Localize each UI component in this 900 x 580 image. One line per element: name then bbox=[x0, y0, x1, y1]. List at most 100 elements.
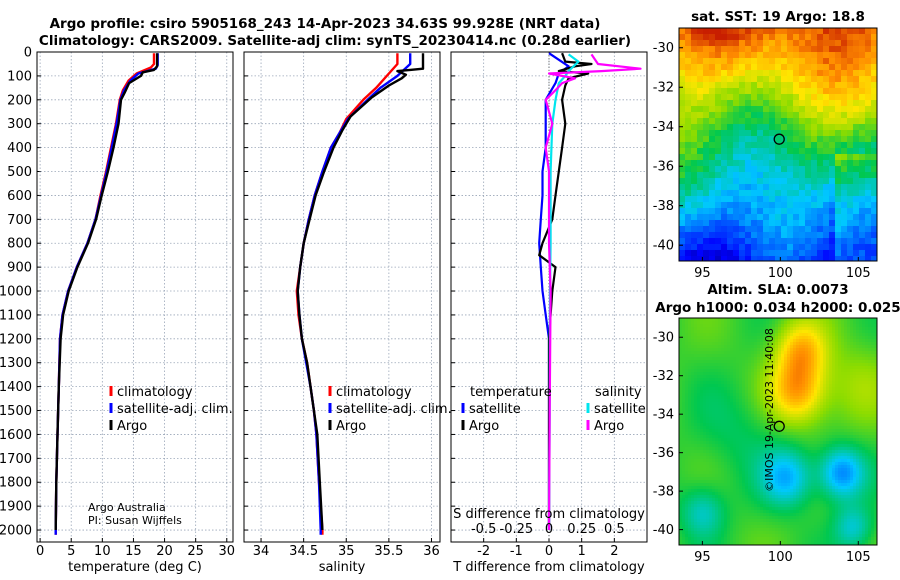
sla_map-heatmap-cell bbox=[703, 342, 707, 346]
sla_map-heatmap-cell bbox=[874, 366, 878, 370]
sst_map-heatmap-cell bbox=[775, 58, 782, 65]
sla_map-heatmap-cell bbox=[802, 342, 806, 346]
sla_map-heatmap-cell bbox=[787, 378, 791, 382]
sst_map-xtick-label: 100 bbox=[768, 266, 793, 281]
sla_map-heatmap-cell bbox=[763, 333, 767, 337]
sla_map-heatmap-cell bbox=[799, 378, 803, 382]
sla_map-heatmap-cell bbox=[679, 471, 683, 475]
sla_map-heatmap-cell bbox=[850, 444, 854, 448]
sla_map-heatmap-cell bbox=[829, 456, 833, 460]
sst_map-heatmap-cell bbox=[745, 130, 752, 137]
sst_map-heatmap-cell bbox=[841, 64, 848, 71]
sst_map-heatmap-cell bbox=[781, 190, 788, 197]
sla_map-heatmap-cell bbox=[799, 432, 803, 436]
sla_map-heatmap-cell bbox=[727, 387, 731, 391]
sla_map-heatmap-cell bbox=[826, 366, 830, 370]
sla_map-heatmap-cell bbox=[874, 384, 878, 388]
sst_map-heatmap-cell bbox=[733, 250, 740, 257]
sla_map-heatmap-cell bbox=[688, 423, 692, 427]
salinity-xtick-label: 35 bbox=[338, 544, 355, 559]
sla_map-heatmap-cell bbox=[871, 321, 875, 325]
sla_map-heatmap-cell bbox=[691, 420, 695, 424]
sst_map-heatmap-cell bbox=[847, 70, 854, 77]
sla_map-heatmap-cell bbox=[793, 351, 797, 355]
sla_map-heatmap-cell bbox=[835, 471, 839, 475]
sla_map-heatmap-cell bbox=[859, 468, 863, 472]
sla_map-heatmap-cell bbox=[748, 360, 752, 364]
sla_map-heatmap-cell bbox=[853, 426, 857, 430]
sla_map-heatmap-cell bbox=[874, 375, 878, 379]
sla_map-heatmap-cell bbox=[706, 324, 710, 328]
sla_map-heatmap-cell bbox=[790, 378, 794, 382]
sst_map-heatmap-cell bbox=[841, 256, 848, 262]
sla_map-heatmap-cell bbox=[829, 393, 833, 397]
sst_map-heatmap-cell bbox=[745, 178, 752, 185]
sla_map-heatmap-cell bbox=[736, 471, 740, 475]
sla_map-heatmap-cell bbox=[820, 333, 824, 337]
sla_map-heatmap-cell bbox=[757, 456, 761, 460]
sla_map-heatmap-cell bbox=[700, 333, 704, 337]
sla_map-heatmap-cell bbox=[745, 330, 749, 334]
sla_map-heatmap-cell bbox=[817, 321, 821, 325]
sla_map-heatmap-cell bbox=[697, 429, 701, 433]
sla_map-heatmap-cell bbox=[778, 357, 782, 361]
sla_map-heatmap-cell bbox=[784, 330, 788, 334]
sla_map-heatmap-cell bbox=[730, 381, 734, 385]
sla_map-heatmap-cell bbox=[745, 462, 749, 466]
sla_map-heatmap-cell bbox=[745, 351, 749, 355]
depth-tick-label: 1300 bbox=[0, 356, 32, 371]
sla_map-heatmap-cell bbox=[682, 465, 686, 469]
sst_map-heatmap-cell bbox=[745, 190, 752, 197]
sla_map-heatmap-cell bbox=[772, 462, 776, 466]
sst_map-heatmap-cell bbox=[679, 202, 686, 209]
sla_map-heatmap-cell bbox=[688, 471, 692, 475]
sst_map-heatmap-cell bbox=[805, 100, 812, 107]
sst_map-heatmap-cell bbox=[685, 208, 692, 215]
sst_map-heatmap-cell bbox=[709, 250, 716, 257]
sla_map-heatmap-cell bbox=[706, 369, 710, 373]
sla_map-heatmap-cell bbox=[799, 402, 803, 406]
sla_map-heatmap-cell bbox=[748, 366, 752, 370]
sla_map-heatmap-cell bbox=[799, 348, 803, 352]
sst_map-heatmap-cell bbox=[865, 178, 872, 185]
sst_map-heatmap-cell bbox=[763, 76, 770, 83]
sla_map-heatmap-cell bbox=[823, 396, 827, 400]
sla_map-heatmap-cell bbox=[706, 441, 710, 445]
sla_map-heatmap-cell bbox=[724, 429, 728, 433]
sla_map-heatmap-cell bbox=[733, 381, 737, 385]
sla_map-heatmap-cell bbox=[853, 456, 857, 460]
sla_map-heatmap-cell bbox=[826, 339, 830, 343]
sla_map-heatmap-cell bbox=[703, 330, 707, 334]
sla_map-heatmap-cell bbox=[787, 429, 791, 433]
sla_map-heatmap-cell bbox=[739, 342, 743, 346]
sla_map-heatmap-cell bbox=[706, 417, 710, 421]
sst_map-heatmap-cell bbox=[733, 124, 740, 131]
sst_map-heatmap-cell bbox=[823, 184, 830, 191]
sla_map-heatmap-cell bbox=[754, 450, 758, 454]
sla_map-heatmap-cell bbox=[853, 336, 857, 340]
sla_map-heatmap-cell bbox=[799, 471, 803, 475]
sst_map-heatmap-cell bbox=[793, 226, 800, 233]
sst_map-heatmap-cell bbox=[847, 232, 854, 239]
sst_map-heatmap-cell bbox=[727, 184, 734, 191]
sla_map-heatmap-cell bbox=[832, 348, 836, 352]
sla_map-heatmap-cell bbox=[805, 369, 809, 373]
sst_map-heatmap-cell bbox=[853, 208, 860, 215]
sla_map-heatmap-cell bbox=[772, 405, 776, 409]
sla_map-heatmap-cell bbox=[721, 363, 725, 367]
sla_map-heatmap-cell bbox=[718, 396, 722, 400]
sla_map-heatmap-cell bbox=[727, 447, 731, 451]
sla_map-heatmap-cell bbox=[685, 327, 689, 331]
sst_map-heatmap-cell bbox=[697, 124, 704, 131]
sla_map-heatmap-cell bbox=[793, 390, 797, 394]
sla_map-heatmap-cell bbox=[820, 339, 824, 343]
sla_map-heatmap-cell bbox=[871, 456, 875, 460]
sla_map-heatmap-cell bbox=[685, 414, 689, 418]
sla_map-heatmap-cell bbox=[730, 456, 734, 460]
sla_map-heatmap-cell bbox=[697, 318, 701, 322]
sla_map-heatmap-cell bbox=[829, 471, 833, 475]
sla_map-heatmap-cell bbox=[760, 414, 764, 418]
sla_map-heatmap-cell bbox=[847, 360, 851, 364]
sla_map-heatmap-cell bbox=[814, 345, 818, 349]
sla_map-heatmap-cell bbox=[829, 444, 833, 448]
